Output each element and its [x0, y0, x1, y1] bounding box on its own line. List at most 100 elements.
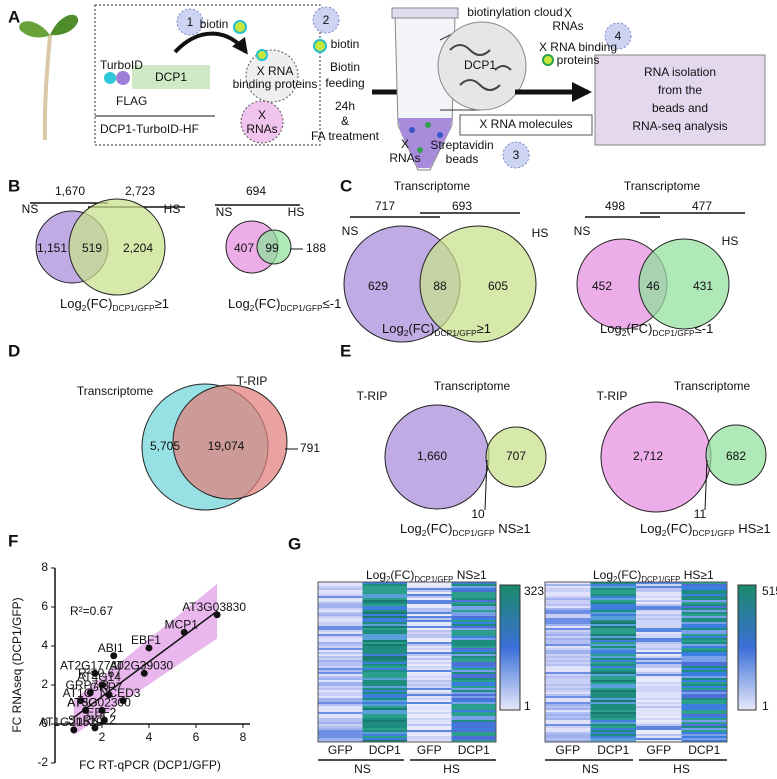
heat-cell: [451, 716, 497, 719]
label: 629: [368, 279, 388, 293]
heat-cell: [318, 672, 363, 675]
heat-cell: [545, 690, 591, 693]
heat-cell: [636, 592, 682, 595]
heat-cell: [681, 658, 728, 661]
scale-min: 1: [762, 699, 769, 713]
heat-cell: [590, 672, 637, 675]
label: FLAG: [116, 94, 147, 108]
heat-cell: [590, 730, 637, 733]
heat-cell: [545, 600, 591, 603]
heat-cell: [636, 690, 682, 693]
heat-cell: [362, 704, 408, 707]
y-axis-label: FC RNAseq (DCP1/GFP): [10, 597, 24, 732]
heat-cell: [681, 678, 728, 681]
heat-cell: [590, 616, 637, 619]
point-label: EBF1: [131, 633, 161, 647]
heat-cell: [636, 658, 682, 661]
heat-cell: [451, 712, 497, 715]
y-tick-label: 4: [41, 638, 48, 652]
heat-cell: [545, 612, 591, 615]
heat-cell: [681, 672, 728, 675]
heat-cell: [451, 656, 497, 659]
heat-cell: [407, 724, 452, 727]
label: HS: [288, 205, 305, 219]
heat-cell: [681, 624, 728, 627]
heat-cell: [407, 686, 452, 689]
heat-cell: [362, 718, 408, 721]
rna-circle: [240, 100, 284, 144]
heat-cell: [318, 644, 363, 647]
panel-label: F: [8, 531, 18, 550]
biotin-dot: [233, 20, 247, 34]
heat-cell: [636, 594, 682, 597]
heat-cell: [407, 626, 452, 629]
heat-cell: [636, 734, 682, 737]
heat-frame: [544, 581, 728, 743]
label: 693: [452, 199, 472, 213]
heat-cell: [407, 640, 452, 643]
heat-cell: [590, 582, 637, 585]
heat-cell: [451, 704, 497, 707]
heat-cell: [407, 672, 452, 675]
caption-part: ≤-1: [695, 321, 714, 336]
heat-cell: [451, 666, 497, 669]
heat-cell: [318, 662, 363, 665]
heat-cell: [318, 626, 363, 629]
heat-cell: [681, 736, 728, 739]
heat-cell: [545, 688, 591, 691]
heat-cell: [407, 690, 452, 693]
heat-cell: [681, 732, 728, 735]
heat-cell: [407, 734, 452, 737]
heat-cell: [362, 664, 408, 667]
heat-cell: [451, 722, 497, 725]
heat-cell: [318, 604, 363, 607]
heat-cell: [451, 634, 497, 637]
heat-cell: [636, 664, 682, 667]
heat-cell: [636, 676, 682, 679]
heat-cell: [407, 606, 452, 609]
heat-cell: [362, 632, 408, 635]
heat-cell: [681, 644, 728, 647]
heat-cell: [318, 630, 363, 633]
heat-cell: [590, 658, 637, 661]
label: beads and: [652, 101, 708, 115]
heat-cell: [451, 698, 497, 701]
heat-cell: [362, 688, 408, 691]
leader: [704, 459, 708, 511]
heat-cell: [318, 736, 363, 739]
heat-cell: [590, 706, 637, 709]
heat-cell: [590, 726, 637, 729]
heat-cell: [318, 658, 363, 661]
caption: Log2(FC)DCP1/GFP NS≥1: [400, 521, 531, 538]
heat-cell: [318, 584, 363, 587]
heat-cell: [362, 672, 408, 675]
heat-cell: [636, 642, 682, 645]
heat-cell: [590, 734, 637, 737]
label: 452: [592, 279, 612, 293]
heat-cell: [451, 646, 497, 649]
label: Transcriptome: [434, 379, 511, 393]
point: [98, 706, 106, 714]
heat-cell: [590, 630, 637, 633]
heat-cell: [590, 678, 637, 681]
venn-circle: [705, 424, 767, 486]
step-number: 1: [187, 15, 194, 29]
heat-cell: [590, 646, 637, 649]
label: from the: [658, 83, 702, 97]
heat-cell: [451, 690, 497, 693]
heat-cell: [318, 636, 363, 639]
heat-cell: [318, 714, 363, 717]
heat-cell: [545, 626, 591, 629]
heat-cell: [545, 704, 591, 707]
heat-cell: [681, 588, 728, 591]
heat-cell: [451, 626, 497, 629]
heat-cell: [362, 738, 408, 741]
heat-cell: [545, 696, 591, 699]
heat-cell: [318, 620, 363, 623]
heat-cell: [407, 588, 452, 591]
heat-cell: [451, 658, 497, 661]
heat-cell: [318, 686, 363, 689]
heat-cell: [362, 606, 408, 609]
heat-cell: [451, 740, 497, 743]
